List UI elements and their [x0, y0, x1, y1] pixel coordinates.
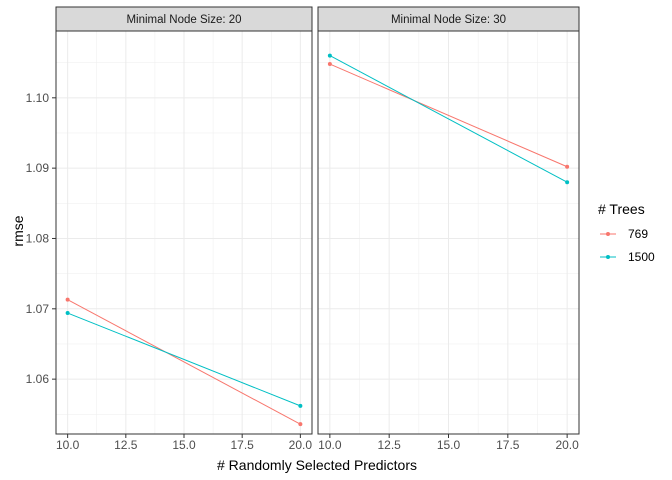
y-axis-title: rmse: [10, 215, 26, 246]
facet-panel: Minimal Node Size: 20: [55, 6, 313, 435]
facet-strip-label: Minimal Node Size: 20: [126, 14, 241, 26]
panels-layer: Minimal Node Size: 20 Minimal Node Size: …: [55, 6, 580, 435]
data-point-1500: [65, 311, 70, 316]
data-point-769: [298, 422, 303, 427]
facet-panel: Minimal Node Size: 30: [317, 6, 580, 435]
x-tick-label: 10.0: [56, 438, 80, 452]
x-tick-label: 20.0: [555, 438, 579, 452]
x-tick-label: 17.5: [496, 438, 520, 452]
y-tick-label: 1.10: [26, 91, 50, 105]
data-point-769: [327, 62, 332, 67]
series-line-769: [329, 63, 568, 168]
data-point-769: [565, 164, 570, 169]
x-tick-label: 10.0: [318, 438, 342, 452]
data-point-1500: [565, 180, 570, 185]
y-tick-label: 1.07: [26, 302, 50, 316]
data-point-769: [65, 297, 70, 302]
series-line-1500: [329, 55, 568, 183]
data-point-1500: [298, 403, 303, 408]
series-line-1500: [67, 312, 301, 407]
facet-strip-label: Minimal Node Size: 30: [391, 14, 506, 26]
x-axis-title: # Randomly Selected Predictors: [217, 457, 417, 473]
legend-label: 769: [628, 227, 648, 241]
series-line-769: [67, 299, 301, 425]
y-tick-label: 1.08: [26, 231, 50, 245]
x-tick-label: 20.0: [289, 438, 313, 452]
facet-strip: [55, 6, 313, 32]
legend-title: # Trees: [598, 201, 645, 217]
axes-layer: 10.0 12.5 15.0 17.5 20.0 10.0 12.5 15.0 17.5 20.0…: [26, 91, 579, 452]
data-point-1500: [327, 53, 332, 58]
legend-label: 1500: [628, 250, 655, 264]
y-tick-label: 1.06: [26, 372, 50, 386]
legend-key-point: [606, 255, 610, 259]
legend-key-point: [606, 232, 610, 236]
x-tick-label: 12.5: [378, 438, 402, 452]
x-tick-label: 17.5: [231, 438, 255, 452]
y-tick-label: 1.09: [26, 161, 50, 175]
x-tick-label: 12.5: [114, 438, 138, 452]
legend: # Trees 769 1500: [598, 201, 655, 264]
x-tick-label: 15.0: [437, 438, 461, 452]
x-tick-label: 15.0: [172, 438, 196, 452]
facet-strip: [317, 6, 580, 32]
